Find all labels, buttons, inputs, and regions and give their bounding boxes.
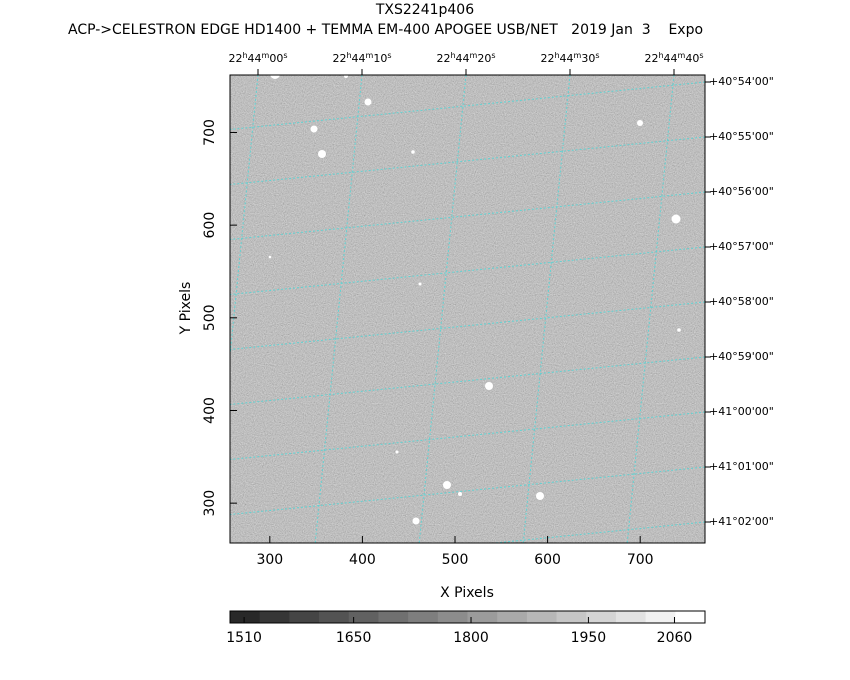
- colorbar-step: [378, 611, 409, 623]
- y-tick-label: 500: [202, 304, 218, 331]
- x-tick-label: 600: [534, 552, 561, 568]
- ra-label: 22h44m30s: [540, 51, 599, 66]
- dec-grid-line: [230, 81, 705, 130]
- ra-label-part: 22: [228, 52, 242, 65]
- x-tick-label: 300: [256, 552, 283, 568]
- colorbar-step: [348, 611, 379, 623]
- dec-grid-line: [230, 301, 705, 350]
- dec-label: +41°01'00": [709, 460, 774, 473]
- colorbar-step: [586, 611, 617, 623]
- ra-label: 22h44m00s: [228, 51, 287, 66]
- dec-label: +40°55'00": [709, 130, 774, 143]
- ra-label-part: h: [346, 51, 351, 60]
- dec-label: +40°59'00": [709, 350, 774, 363]
- ra-label-part: s: [595, 51, 599, 60]
- colorbar-step: [467, 611, 498, 623]
- ra-label-part: m: [366, 51, 374, 60]
- colorbar-step: [259, 611, 290, 623]
- colorbar-step: [437, 611, 468, 623]
- ra-label-part: 44: [456, 52, 470, 65]
- ra-label-part: 40: [685, 52, 699, 65]
- y-tick-label: 700: [202, 119, 218, 146]
- plot-frame: [229, 74, 706, 544]
- colorbar-step: [645, 611, 676, 623]
- colorbar-step: [408, 611, 439, 623]
- subtitle: ACP->CELESTRON EDGE HD1400 + TEMMA EM-40…: [68, 22, 703, 38]
- ra-label-part: 00: [269, 52, 283, 65]
- colorbar-tick-label: 1650: [336, 630, 372, 646]
- coordinate-grid: [230, 75, 705, 543]
- colorbar-step: [319, 611, 350, 623]
- dec-grid-line: [230, 411, 705, 460]
- ra-label-part: h: [658, 51, 663, 60]
- ra-label-part: m: [678, 51, 686, 60]
- x-tick-label: 400: [349, 552, 376, 568]
- ra-label-part: 44: [664, 52, 678, 65]
- y-tick-label: 400: [202, 397, 218, 424]
- ra-label-part: 44: [560, 52, 574, 65]
- ra-label-part: s: [387, 51, 391, 60]
- ra-label-part: 22: [644, 52, 658, 65]
- colorbar-tick-label: 1800: [453, 630, 489, 646]
- dec-label: +40°58'00": [709, 295, 774, 308]
- colorbar-step: [675, 611, 706, 623]
- y-tick-label: 300: [202, 490, 218, 517]
- ra-label-part: 10: [373, 52, 387, 65]
- colorbar-tick-label: 1950: [571, 630, 607, 646]
- y-axis-label: Y Pixels: [178, 282, 194, 336]
- ra-label-part: s: [491, 51, 495, 60]
- ra-label-part: m: [574, 51, 582, 60]
- x-tick-label: 700: [627, 552, 654, 568]
- dec-grid-line: [230, 191, 705, 240]
- ra-label-part: 22: [540, 52, 554, 65]
- ra-label-part: 22: [436, 52, 450, 65]
- dec-grid-line: [230, 136, 705, 185]
- dec-grid-line: [230, 246, 705, 295]
- ra-label-part: m: [470, 51, 478, 60]
- dec-label: +41°00'00": [709, 405, 774, 418]
- colorbar-step: [556, 611, 587, 623]
- ra-label: 22h44m10s: [332, 51, 391, 66]
- colorbar-step: [615, 611, 647, 623]
- ra-label-part: h: [450, 51, 455, 60]
- colorbar-tick-label: 1510: [226, 630, 262, 646]
- ra-label-part: 22: [332, 52, 346, 65]
- colorbar-step: [230, 611, 261, 623]
- stars: [268, 75, 681, 525]
- ra-label-part: m: [262, 51, 270, 60]
- dec-label: +40°54'00": [709, 75, 774, 88]
- x-axis-label: X Pixels: [440, 585, 494, 601]
- colorbar-step: [497, 611, 528, 623]
- chart-title: TXS2241p406: [375, 2, 474, 18]
- dec-grid-line: [230, 356, 705, 405]
- ra-label-part: h: [242, 51, 247, 60]
- dec-label: +40°57'00": [709, 240, 774, 253]
- dec-grid-line: [230, 466, 705, 515]
- colorbar-step: [526, 611, 558, 623]
- colorbar-tick-label: 2060: [657, 630, 693, 646]
- ra-label-part: 30: [581, 52, 595, 65]
- y-tick-label: 600: [202, 212, 218, 239]
- ra-label-part: 44: [248, 52, 262, 65]
- x-tick-label: 500: [442, 552, 469, 568]
- ra-label-part: h: [554, 51, 559, 60]
- colorbar-frame: [229, 610, 706, 624]
- ra-label-part: s: [283, 51, 287, 60]
- colorbar: [230, 611, 706, 623]
- ra-label-part: s: [699, 51, 703, 60]
- colorbar-step: [289, 611, 320, 623]
- ra-label: 22h44m20s: [436, 51, 495, 66]
- dec-label: +41°02'00": [709, 515, 774, 528]
- ra-label-part: 20: [477, 52, 491, 65]
- ra-label: 22h44m40s: [644, 51, 703, 66]
- ra-label-part: 44: [352, 52, 366, 65]
- dec-label: +40°56'00": [709, 185, 774, 198]
- sky-image: [230, 75, 705, 543]
